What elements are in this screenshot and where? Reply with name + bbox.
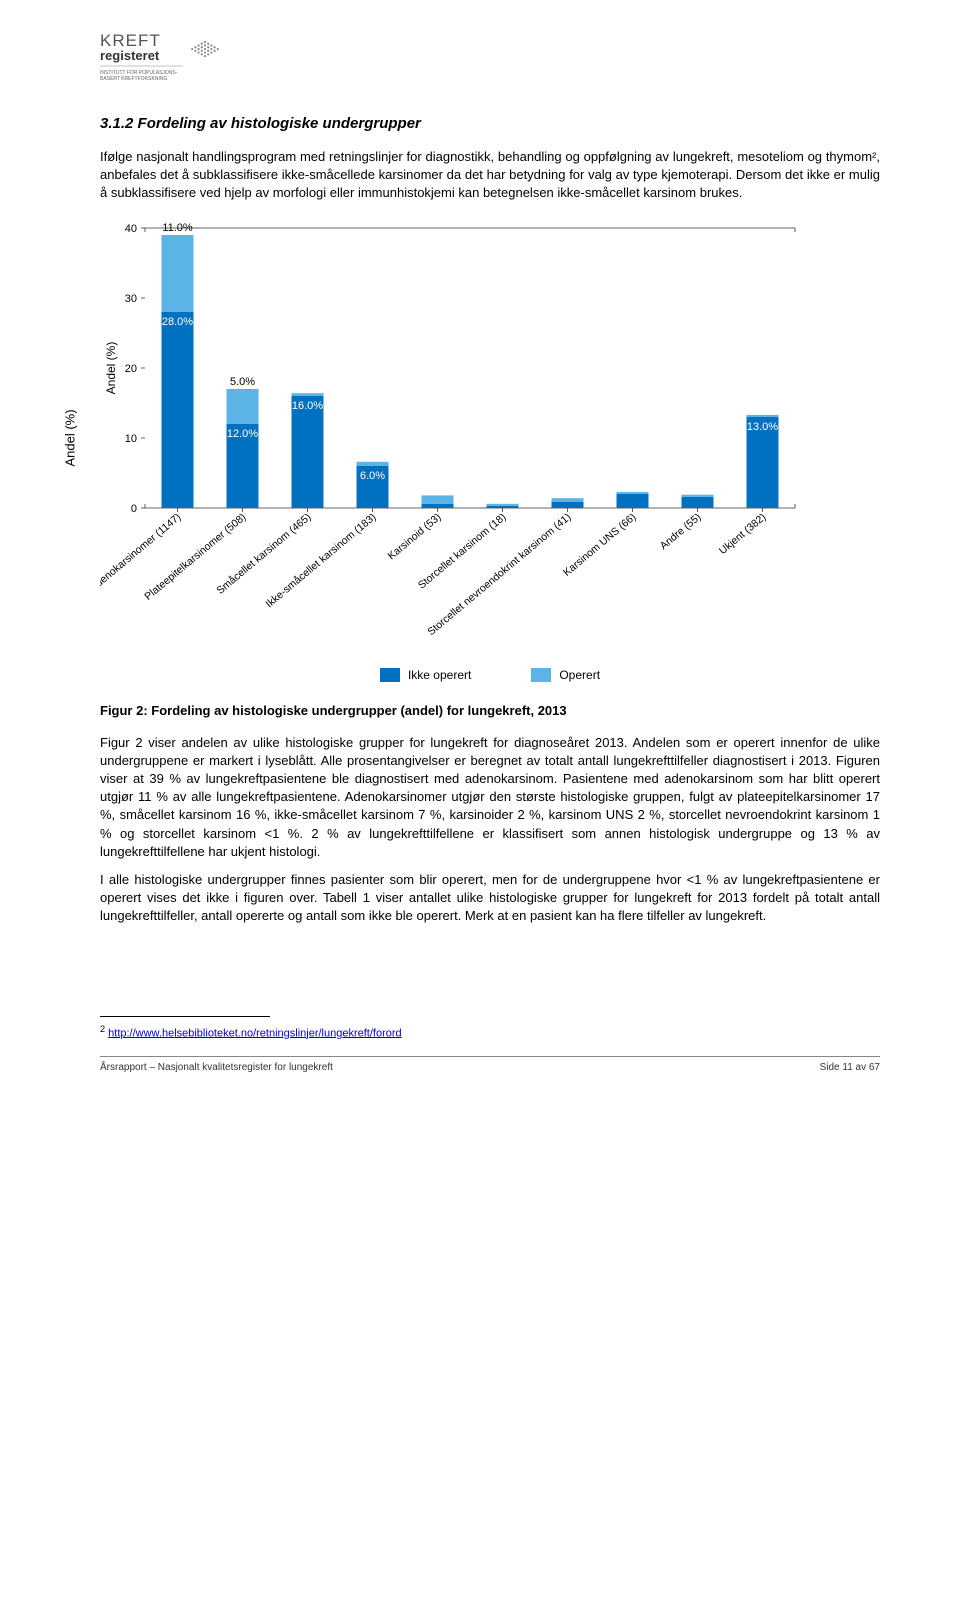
svg-text:30: 30	[125, 293, 137, 305]
legend-item-operated: Operert	[531, 667, 600, 684]
footnote-link[interactable]: http://www.helsebiblioteket.no/retningsl…	[108, 1027, 402, 1039]
svg-text:5.0%: 5.0%	[230, 376, 255, 388]
svg-text:28.0%: 28.0%	[162, 316, 193, 328]
body-paragraph-2: I alle histologiske undergrupper finnes …	[100, 871, 880, 926]
svg-text:registeret: registeret	[100, 48, 160, 63]
svg-text:Karsinoid (53): Karsinoid (53)	[386, 511, 444, 562]
svg-text:BASERT KREFTFORSKNING: BASERT KREFTFORSKNING	[100, 76, 167, 82]
swatch-not-operated	[380, 668, 400, 682]
svg-text:Ukjent (382): Ukjent (382)	[717, 511, 769, 557]
y-axis-outer-label: Andel (%)	[61, 409, 79, 466]
section-heading: 3.1.2 Fordeling av histologiske undergru…	[100, 113, 880, 134]
intro-paragraph: Ifølge nasjonalt handlingsprogram med re…	[100, 148, 880, 203]
chart-legend: Ikke operert Operert	[100, 667, 880, 684]
chart-container: Andel (%) 010203040Andel (%)28.0%11.0%Ad…	[100, 223, 880, 653]
svg-text:10: 10	[125, 433, 137, 445]
footnote: 2 http://www.helsebiblioteket.no/retning…	[100, 1023, 880, 1042]
svg-text:40: 40	[125, 223, 137, 235]
figure-caption: Figur 2: Fordeling av histologiske under…	[100, 702, 880, 720]
histology-bar-chart: 010203040Andel (%)28.0%11.0%Adenokarsino…	[100, 223, 805, 648]
legend-label: Operert	[559, 667, 600, 684]
svg-text:0: 0	[131, 503, 137, 515]
footer-left: Årsrapport – Nasjonalt kvalitetsregister…	[100, 1061, 333, 1075]
svg-text:Ikke-småcellet karsinom (183): Ikke-småcellet karsinom (183)	[263, 511, 378, 610]
footnote-rule	[100, 1016, 270, 1017]
swatch-operated	[531, 668, 551, 682]
org-logo: KREFT registeret INSTITUTT FOR POPULASJO…	[100, 30, 880, 88]
svg-text:Andel (%): Andel (%)	[104, 341, 118, 394]
svg-text:6.0%: 6.0%	[360, 470, 385, 482]
svg-text:11.0%: 11.0%	[162, 223, 193, 234]
svg-text:Storcellet nevroendokrint kars: Storcellet nevroendokrint karsinom (41)	[425, 511, 573, 638]
footnote-number: 2	[100, 1024, 105, 1034]
legend-label: Ikke operert	[408, 667, 471, 684]
svg-text:12.0%: 12.0%	[227, 428, 258, 440]
footer-right: Side 11 av 67	[820, 1061, 880, 1075]
svg-text:13.0%: 13.0%	[747, 421, 778, 433]
svg-text:20: 20	[125, 363, 137, 375]
svg-text:16.0%: 16.0%	[292, 400, 323, 412]
svg-text:Karsinom UNS (66): Karsinom UNS (66)	[561, 511, 638, 579]
svg-text:Andre (55): Andre (55)	[658, 511, 704, 552]
legend-item-not-operated: Ikke operert	[380, 667, 471, 684]
body-paragraph-1: Figur 2 viser andelen av ulike histologi…	[100, 734, 880, 861]
